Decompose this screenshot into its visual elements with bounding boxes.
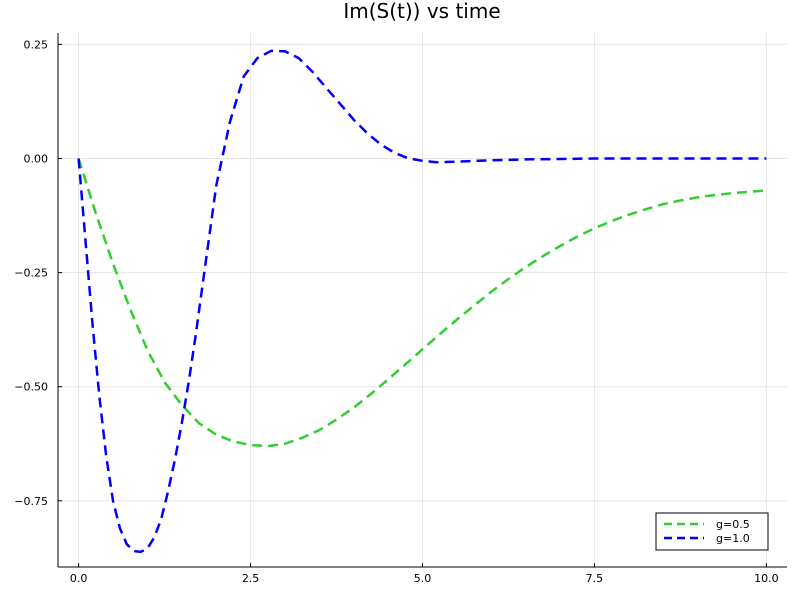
legend: g=0.5g=1.0	[655, 512, 769, 551]
y-tick-label: 0.00	[24, 153, 49, 166]
y-tick-label: −0.25	[14, 267, 48, 280]
grid	[58, 33, 787, 567]
series-lines	[77, 49, 767, 554]
x-tick-label: 5.0	[414, 572, 432, 585]
y-tick-label: −0.75	[14, 495, 48, 508]
axes: 0.0 2.5 5.0 7.5 10.0 0.25 0.00 −0.25 −0.50 −0.75	[14, 33, 787, 585]
x-tick-label: 2.5	[242, 572, 260, 585]
chart-title: Im(S(t)) vs time	[343, 0, 500, 23]
legend-box	[655, 512, 769, 551]
legend-label: g=1.0	[716, 532, 750, 545]
y-tick-label: −0.50	[14, 381, 48, 394]
series-line-g-0-5	[77, 158, 767, 448]
x-tick-label: 0.0	[70, 572, 88, 585]
x-tick-label: 7.5	[586, 572, 604, 585]
legend-label: g=0.5	[716, 518, 750, 531]
x-tick-label: 10.0	[754, 572, 779, 585]
y-tick-label: 0.25	[24, 38, 49, 51]
series-line-g-1-0	[77, 49, 767, 554]
